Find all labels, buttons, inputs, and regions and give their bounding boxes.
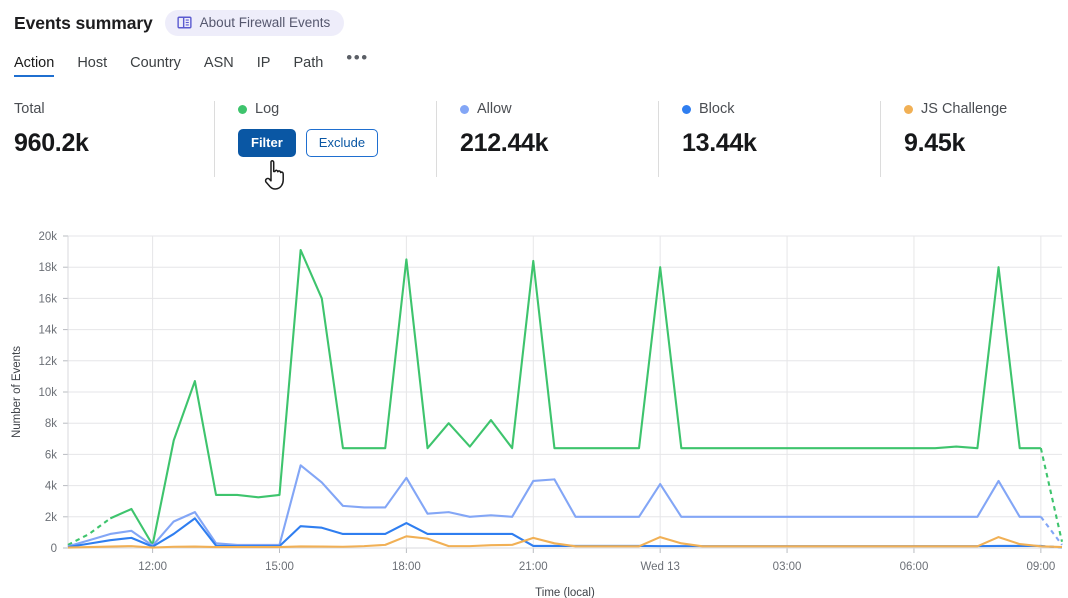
page-title: Events summary	[14, 12, 153, 33]
stat-log-label: Log	[238, 99, 418, 119]
block-color-dot	[682, 104, 691, 114]
series-allow-dashed-trail	[1040, 516, 1063, 546]
xtick-label: 12:00	[138, 561, 167, 573]
log-filter-actions: Filter Exclude	[238, 129, 418, 157]
stat-js-challenge: JS Challenge 9.45k	[880, 99, 1068, 179]
xtick-label: Wed 13	[640, 561, 679, 573]
stat-total-label-text: Total	[14, 101, 45, 117]
events-timeseries-chart: 0 2k 4k 6k 8k 10k 12k 14k 16k 18k 20k 12:00 15:00 18:…	[0, 218, 1068, 598]
tab-asn[interactable]: ASN	[203, 55, 234, 71]
filter-button[interactable]: Filter	[238, 129, 296, 157]
ytick-label: 8k	[45, 418, 57, 430]
tab-host[interactable]: Host	[77, 55, 108, 71]
stat-block-label: Block	[682, 99, 862, 119]
y-axis-title: Number of Events	[11, 346, 23, 438]
ytick-label: 14k	[38, 325, 57, 337]
stat-total-value: 960.2k	[14, 129, 89, 157]
js-challenge-color-dot	[904, 104, 913, 114]
book-icon	[177, 15, 192, 30]
stat-total-label: Total	[14, 99, 196, 119]
xtick-label: 21:00	[519, 561, 548, 573]
exclude-button[interactable]: Exclude	[305, 129, 379, 157]
ytick-label: 16k	[38, 293, 57, 305]
ytick-label: 2k	[45, 512, 57, 524]
dimension-tabs: Action Host Country ASN IP Path •••	[0, 34, 1068, 77]
tab-path[interactable]: Path	[293, 55, 324, 71]
tab-ip[interactable]: IP	[256, 55, 271, 71]
stat-block: Block 13.44k	[658, 99, 880, 179]
ytick-label: 20k	[38, 231, 57, 243]
log-color-dot	[238, 104, 247, 114]
xtick-label: 06:00	[900, 561, 929, 573]
ytick-label: 4k	[45, 481, 57, 493]
stat-allow-value: 212.44k	[460, 129, 549, 157]
ytick-label: 0	[51, 543, 57, 555]
stat-log-label-text: Log	[255, 101, 280, 117]
ytick-label: 6k	[45, 449, 57, 461]
x-axis-title: Time (local)	[535, 587, 595, 598]
allow-color-dot	[460, 104, 469, 114]
series-js-challenge-line[interactable]	[67, 535, 1063, 549]
stat-total: Total 960.2k	[0, 99, 214, 179]
stat-log: Log Filter Exclude	[214, 99, 436, 179]
xtick-label: 15:00	[265, 561, 294, 573]
stat-allow: Allow 212.44k	[436, 99, 658, 179]
page-header: Events summary About Firewall Events	[0, 0, 1068, 36]
stats-row: Total 960.2k Log Filter Exclude Allow 21…	[0, 99, 1068, 179]
more-tabs-button[interactable]: •••	[346, 48, 369, 67]
xtick-label: 18:00	[392, 561, 421, 573]
stat-js-challenge-value: 9.45k	[904, 129, 966, 157]
stat-block-label-text: Block	[699, 101, 735, 117]
stat-js-challenge-label-text: JS Challenge	[921, 101, 1008, 117]
series-log-dashed-trail	[1039, 447, 1064, 542]
about-firewall-events-label: About Firewall Events	[199, 15, 331, 30]
about-firewall-events-button[interactable]: About Firewall Events	[164, 10, 345, 36]
chart-canvas[interactable]: 0 2k 4k 6k 8k 10k 12k 14k 16k 18k 20k 12:00 15:00 18:…	[0, 218, 1068, 598]
ytick-label: 12k	[38, 356, 57, 368]
stat-block-value: 13.44k	[682, 129, 757, 157]
xtick-label: 03:00	[773, 561, 802, 573]
stat-allow-label-text: Allow	[477, 101, 512, 117]
series-allow-line[interactable]	[67, 464, 1041, 548]
tab-action[interactable]: Action	[14, 55, 55, 77]
tab-country[interactable]: Country	[130, 55, 181, 71]
series-log-line[interactable]	[109, 248, 1041, 546]
ytick-label: 18k	[38, 262, 57, 274]
xtick-label: 09:00	[1026, 561, 1055, 573]
stat-js-challenge-label: JS Challenge	[904, 99, 1050, 119]
stat-allow-label: Allow	[460, 99, 640, 119]
ytick-label: 10k	[38, 387, 57, 399]
